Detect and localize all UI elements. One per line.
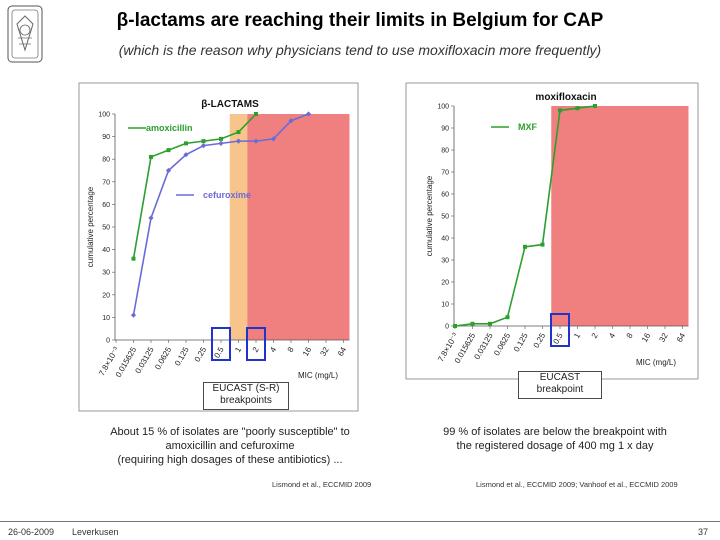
x-tick-label: 1 [572,331,582,340]
x-tick-label: 2 [251,345,261,354]
y-tick-label: 40 [102,247,110,254]
y-tick-label: 50 [441,214,449,221]
y-tick-label: 50 [102,225,110,232]
data-point-amoxicillin [236,130,241,135]
note-line: About 15 % of isolates are "poorly susce… [110,426,350,438]
callout-line: EUCAST [539,372,581,383]
data-point-amoxicillin [149,154,153,159]
footer-location: Leverkusen [72,527,119,537]
footer-date: 26-06-2009 [8,527,55,537]
y-tick-label: 60 [441,192,449,199]
y-axis-label: cumulative percentage [86,186,95,267]
data-point-amoxicillin [254,112,258,116]
citation-right: Lismond et al., ECCMID 2009; Vanhoof et … [476,480,678,489]
y-tick-label: 100 [437,104,449,111]
data-point-mxf [558,108,562,113]
data-point-cefuroxime [270,136,277,142]
y-tick-label: 80 [441,148,449,155]
y-tick-label: 80 [102,157,110,164]
legend-label-mxf: MXF [518,122,538,132]
x-axis-label: MIC (mg/L) [298,371,338,380]
footer-divider [0,521,720,522]
x-tick-label: 2 [590,331,600,340]
intermediate-zone [229,114,248,340]
callout-line: EUCAST (S-R) [212,383,280,394]
y-tick-label: 40 [441,236,449,243]
eucast-sr-breakpoints-callout: EUCAST (S-R) breakpoints [203,382,289,410]
y-tick-label: 10 [102,315,110,322]
legend-label-amoxicillin: amoxicillin [146,123,193,133]
data-point-mxf [488,321,492,326]
data-point-mxf [523,244,527,249]
y-tick-label: 30 [102,270,110,277]
data-point-mxf [540,242,545,247]
y-tick-label: 100 [98,112,110,119]
breakpoint-box [246,327,266,361]
x-tick-label: 8 [625,331,635,340]
note-line: amoxicillin and cefuroxime [165,440,295,452]
note-line: the registered dosage of 400 mg 1 x day [456,440,654,452]
eucast-breakpoint-callout: EUCAST breakpoint [518,371,602,399]
data-point-cefuroxime [288,118,294,124]
citation-left: Lismond et al., ECCMID 2009 [272,480,372,489]
note-line: 99 % of isolates are below the breakpoin… [443,426,667,438]
footer-page-number: 37 [697,527,708,537]
moxifloxacin-note: 99 % of isolates are below the breakpoin… [412,425,698,453]
y-tick-label: 20 [441,280,449,287]
y-tick-label: 30 [441,258,449,265]
data-point-amoxicillin [131,256,136,261]
data-point-mxf [575,106,580,111]
note-line: (requiring high dosages of these antibio… [117,454,343,466]
data-point-amoxicillin [184,141,188,146]
resistant-zone [551,106,689,326]
resistant-zone [247,114,350,340]
x-tick-label: 8 [286,345,296,354]
x-tick-label: 4 [268,345,278,354]
data-point-amoxicillin [166,148,171,153]
data-point-cefuroxime [235,138,242,144]
data-point-cefuroxime [148,215,154,221]
data-point-cefuroxime [200,143,207,149]
university-seal-logo [7,5,43,63]
data-point-amoxicillin [201,139,206,144]
data-point-mxf [505,315,510,320]
x-tick-label: 4 [607,331,617,340]
data-point-mxf [593,104,597,108]
legend-label-cefuroxime: cefuroxime [203,190,251,200]
data-point-mxf [470,321,475,326]
data-point-cefuroxime [218,140,224,146]
y-tick-label: 10 [441,302,449,309]
y-tick-label: 0 [445,324,449,331]
slide-subtitle: (which is the reason why physicians tend… [118,42,602,58]
y-tick-label: 70 [441,170,449,177]
y-tick-label: 20 [102,292,110,299]
x-tick-label: 1 [233,345,243,354]
x-axis-label: MIC (mg/L) [636,358,676,367]
chart-title: moxifloxacin [535,92,596,103]
data-point-cefuroxime [165,167,172,174]
data-point-amoxicillin [219,136,223,141]
slide-title: β-lactams are reaching their limits in B… [116,10,604,31]
breakpoint-box [550,313,570,347]
data-point-cefuroxime [130,312,137,318]
y-tick-label: 0 [106,338,110,345]
data-point-cefuroxime [253,138,259,144]
data-point-mxf [453,324,457,328]
y-axis-label: cumulative percentage [425,175,434,256]
callout-line: breakpoint [536,384,584,395]
beta-lactams-note: About 15 % of isolates are "poorly susce… [80,425,380,467]
series-line-amoxicillin [132,113,257,259]
y-tick-label: 60 [102,202,110,209]
y-tick-label: 90 [102,134,110,141]
breakpoint-box [211,327,231,361]
data-point-cefuroxime [305,111,312,117]
callout-line: breakpoints [220,395,272,406]
data-point-cefuroxime [183,152,189,158]
chart-title: β-LACTAMS [201,99,259,110]
y-tick-label: 70 [102,179,110,186]
y-tick-label: 90 [441,126,449,133]
